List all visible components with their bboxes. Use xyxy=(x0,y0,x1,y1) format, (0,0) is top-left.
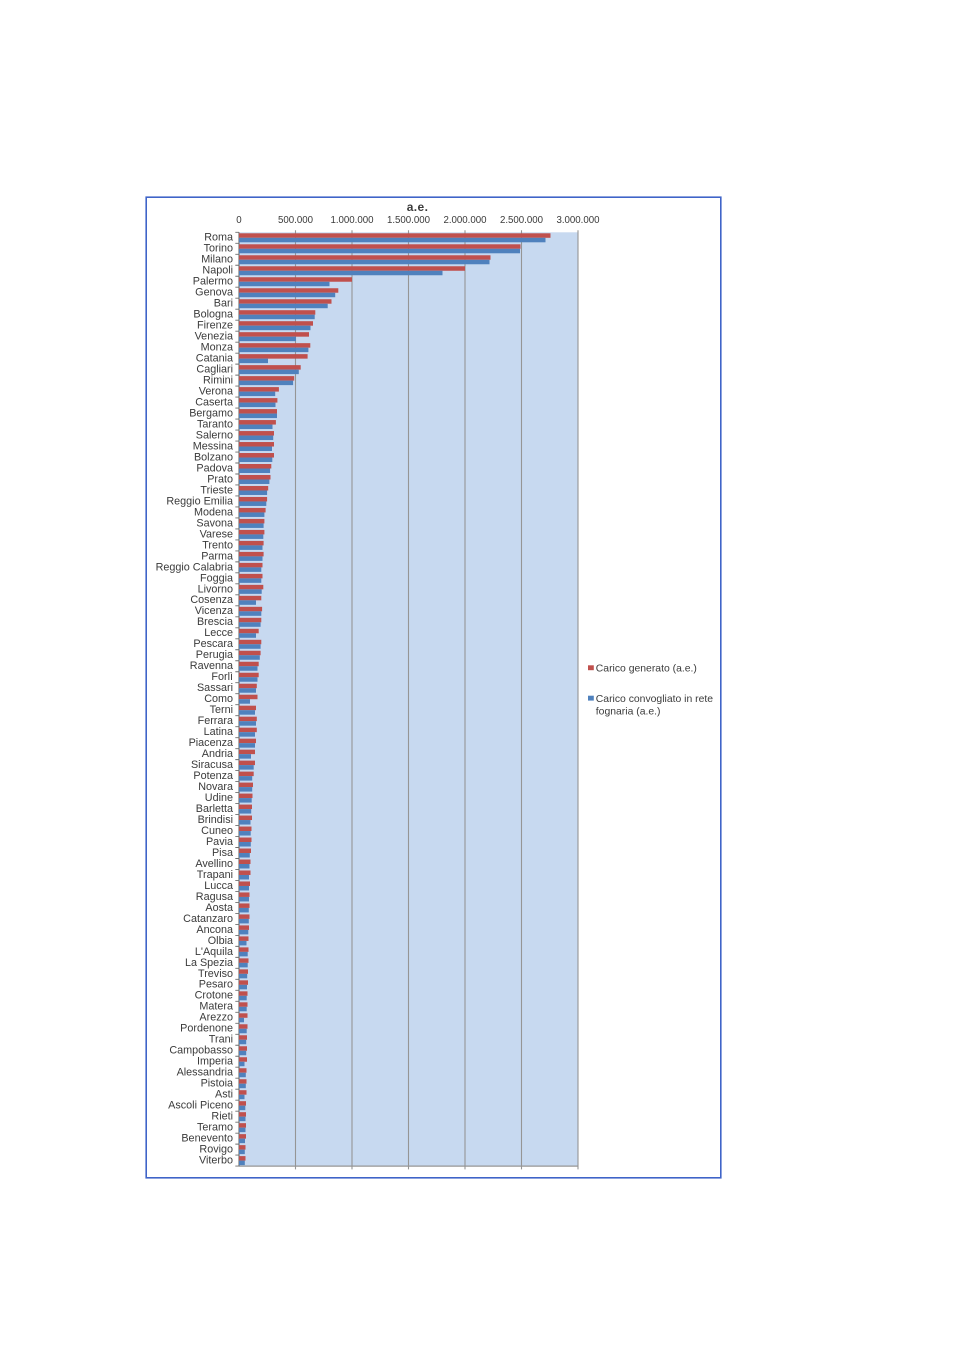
svg-text:Milano: Milano xyxy=(201,254,233,266)
svg-text:Teramo: Teramo xyxy=(197,1122,233,1134)
svg-text:Livorno: Livorno xyxy=(198,583,233,595)
svg-text:Reggio Emilia: Reggio Emilia xyxy=(166,495,233,507)
svg-text:L'Aquila: L'Aquila xyxy=(195,946,233,958)
svg-text:Catania: Catania xyxy=(196,353,233,365)
svg-text:Rimini: Rimini xyxy=(203,375,233,387)
svg-text:Monza: Monza xyxy=(201,342,233,354)
svg-text:Pescara: Pescara xyxy=(193,638,233,650)
svg-text:Reggio Calabria: Reggio Calabria xyxy=(156,561,233,573)
svg-text:Venezia: Venezia xyxy=(195,331,233,343)
svg-text:Brescia: Brescia xyxy=(197,616,233,628)
svg-text:Prato: Prato xyxy=(207,473,233,485)
svg-text:Pavia: Pavia xyxy=(206,836,233,848)
svg-text:Terni: Terni xyxy=(210,704,233,716)
svg-text:Ancona: Ancona xyxy=(196,924,233,936)
svg-text:0: 0 xyxy=(236,215,242,226)
svg-text:Ferrara: Ferrara xyxy=(198,715,233,727)
svg-text:Modena: Modena xyxy=(194,506,233,518)
svg-text:Viterbo: Viterbo xyxy=(199,1155,233,1167)
svg-text:Latina: Latina xyxy=(204,726,233,738)
svg-text:Roma: Roma xyxy=(204,232,233,244)
svg-text:Bolzano: Bolzano xyxy=(194,451,233,463)
svg-text:Avellino: Avellino xyxy=(195,858,233,870)
svg-text:Novara: Novara xyxy=(198,781,233,793)
svg-text:Palermo: Palermo xyxy=(193,276,233,288)
svg-text:Genova: Genova xyxy=(195,287,233,299)
svg-text:a.e.: a.e. xyxy=(407,200,429,214)
svg-text:Ascoli Piceno: Ascoli Piceno xyxy=(168,1100,233,1112)
svg-text:Alessandria: Alessandria xyxy=(177,1067,233,1079)
svg-text:2.000.000: 2.000.000 xyxy=(443,215,487,226)
svg-text:Campobasso: Campobasso xyxy=(169,1045,233,1057)
svg-text:Carico generato (a.e.): Carico generato (a.e.) xyxy=(596,664,697,675)
svg-text:Messina: Messina xyxy=(193,440,233,452)
svg-text:Ravenna: Ravenna xyxy=(190,660,233,672)
svg-text:Rovigo: Rovigo xyxy=(199,1144,233,1156)
svg-text:Savona: Savona xyxy=(196,517,233,529)
svg-text:Udine: Udine xyxy=(205,792,233,804)
svg-text:Cosenza: Cosenza xyxy=(190,594,233,606)
svg-text:Barletta: Barletta xyxy=(196,803,233,815)
svg-text:Parma: Parma xyxy=(201,550,233,562)
svg-text:Olbia: Olbia xyxy=(208,935,233,947)
svg-text:Benevento: Benevento xyxy=(181,1133,233,1145)
svg-text:Salerno: Salerno xyxy=(196,429,233,441)
svg-text:Caserta: Caserta xyxy=(195,396,233,408)
svg-text:Cuneo: Cuneo xyxy=(201,825,233,837)
svg-text:Bergamo: Bergamo xyxy=(189,407,233,419)
svg-text:Napoli: Napoli xyxy=(202,265,233,277)
svg-text:Trani: Trani xyxy=(209,1034,233,1046)
svg-text:Taranto: Taranto xyxy=(197,418,233,430)
svg-text:500.000: 500.000 xyxy=(278,215,314,226)
svg-text:La Spezia: La Spezia xyxy=(185,957,233,969)
svg-text:Trapani: Trapani xyxy=(197,869,233,881)
svg-text:1.000.000: 1.000.000 xyxy=(330,215,374,226)
svg-text:Brindisi: Brindisi xyxy=(198,814,233,826)
svg-text:Potenza: Potenza xyxy=(193,770,233,782)
svg-text:Verona: Verona xyxy=(199,386,233,398)
svg-text:Pisa: Pisa xyxy=(212,847,233,859)
svg-text:Asti: Asti xyxy=(215,1089,233,1101)
svg-text:Como: Como xyxy=(204,693,233,705)
svg-text:Pordenone: Pordenone xyxy=(180,1023,233,1035)
svg-text:Treviso: Treviso xyxy=(198,968,233,980)
svg-text:Torino: Torino xyxy=(204,243,233,255)
svg-text:Perugia: Perugia xyxy=(196,649,233,661)
svg-text:fognaria (a.e.): fognaria (a.e.) xyxy=(596,706,661,717)
svg-text:Ragusa: Ragusa xyxy=(196,891,233,903)
svg-text:Lecce: Lecce xyxy=(204,627,233,639)
svg-text:Aosta: Aosta xyxy=(205,902,233,914)
svg-text:1.500.000: 1.500.000 xyxy=(387,215,431,226)
svg-text:Bologna: Bologna xyxy=(193,309,233,321)
svg-text:Bari: Bari xyxy=(214,298,233,310)
svg-text:Imperia: Imperia xyxy=(197,1056,233,1068)
svg-text:2.500.000: 2.500.000 xyxy=(500,215,544,226)
svg-text:Andria: Andria xyxy=(202,748,233,760)
svg-text:3.000.000: 3.000.000 xyxy=(556,215,600,226)
svg-text:Varese: Varese xyxy=(200,528,233,540)
svg-text:Crotone: Crotone xyxy=(195,990,233,1002)
svg-text:Sassari: Sassari xyxy=(197,682,233,694)
svg-text:Forlì: Forlì xyxy=(211,671,233,683)
svg-text:Pistoia: Pistoia xyxy=(201,1078,233,1090)
svg-text:Arezzo: Arezzo xyxy=(199,1012,233,1024)
svg-text:Lucca: Lucca xyxy=(204,880,233,892)
svg-text:Carico convogliato in rete: Carico convogliato in rete xyxy=(596,694,713,705)
svg-text:Matera: Matera xyxy=(199,1001,233,1013)
svg-text:Piacenza: Piacenza xyxy=(189,737,233,749)
svg-text:Firenze: Firenze xyxy=(197,320,233,332)
svg-text:Vicenza: Vicenza xyxy=(195,605,233,617)
svg-text:Catanzaro: Catanzaro xyxy=(183,913,233,925)
svg-text:Foggia: Foggia xyxy=(200,572,233,584)
svg-text:Trento: Trento xyxy=(202,539,233,551)
svg-text:Trieste: Trieste xyxy=(200,484,233,496)
svg-text:Rieti: Rieti xyxy=(211,1111,233,1123)
svg-text:Cagliari: Cagliari xyxy=(196,364,233,376)
svg-text:Pesaro: Pesaro xyxy=(199,979,233,991)
svg-text:Siracusa: Siracusa xyxy=(191,759,233,771)
svg-text:Padova: Padova xyxy=(196,462,233,474)
